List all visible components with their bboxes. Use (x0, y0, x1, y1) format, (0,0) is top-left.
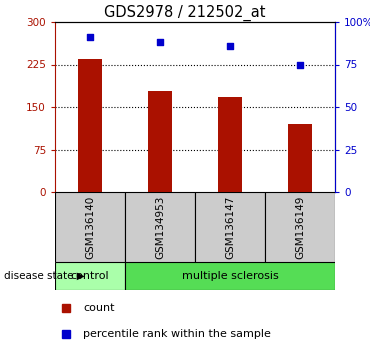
Bar (55, 192, 125, 262)
Point (227, 43, 233, 48)
Text: control: control (71, 271, 109, 281)
Text: GSM136140: GSM136140 (85, 195, 95, 259)
Bar (78, 59, 102, 192)
Text: GDS2978 / 212502_at: GDS2978 / 212502_at (104, 5, 266, 21)
Text: GSM136147: GSM136147 (225, 195, 235, 259)
Text: disease state ▶: disease state ▶ (4, 271, 84, 281)
Bar (218, 97, 242, 192)
Text: GSM134953: GSM134953 (155, 195, 165, 259)
Text: count: count (83, 303, 114, 313)
Bar (265, 192, 335, 262)
Bar (148, 91, 172, 192)
Text: percentile rank within the sample: percentile rank within the sample (83, 329, 271, 338)
Bar (55, 262, 125, 290)
Bar (125, 262, 335, 290)
Point (87, 34, 93, 40)
Text: multiple sclerosis: multiple sclerosis (182, 271, 278, 281)
Point (157, 40, 163, 45)
Text: GSM136149: GSM136149 (295, 195, 305, 259)
Point (297, 62, 303, 67)
Bar (195, 192, 265, 262)
Bar (288, 124, 312, 192)
Bar (125, 192, 195, 262)
